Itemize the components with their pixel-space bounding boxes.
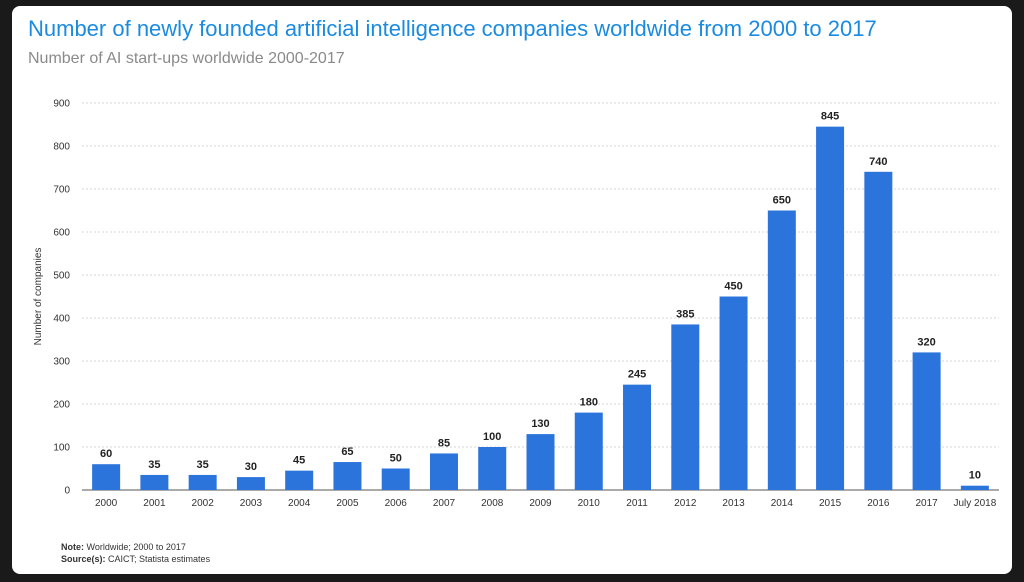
note-label: Note:	[61, 542, 84, 552]
bar	[574, 412, 603, 490]
data-label: 245	[628, 369, 646, 381]
data-label: 45	[293, 455, 305, 467]
bar	[864, 171, 893, 491]
data-label: 385	[676, 308, 694, 320]
x-tick-label: 2000	[95, 498, 118, 509]
bar	[912, 352, 941, 490]
source-label: Source(s):	[61, 554, 106, 564]
y-tick-label: 300	[53, 357, 70, 368]
data-label: 845	[821, 111, 839, 123]
chart-subtitle: Number of AI start-ups worldwide 2000-20…	[28, 50, 345, 67]
x-tick-label: 2002	[192, 498, 215, 509]
bar	[816, 126, 845, 491]
bar	[719, 296, 748, 490]
chart-card: Number of newly founded artificial intel…	[12, 6, 1012, 574]
x-tick-label: July 2018	[953, 498, 996, 509]
data-label: 30	[245, 461, 257, 473]
data-label: 450	[724, 281, 742, 293]
bar	[140, 474, 169, 490]
y-tick-label: 700	[53, 185, 70, 196]
x-tick-label: 2003	[240, 498, 263, 509]
bar-chart: 0 100 200 300 400 500 600 700 800 900 Number of co…	[33, 99, 999, 509]
x-tick-label: 2016	[867, 498, 890, 509]
x-tick-label: 2004	[288, 498, 311, 509]
chart-notes: Note: Worldwide; 2000 to 2017 Source(s):…	[61, 541, 210, 565]
y-tick-label: 500	[53, 271, 70, 282]
y-tick-label: 600	[53, 228, 70, 239]
source-text: CAICT; Statista estimates	[108, 554, 211, 564]
data-label: 100	[483, 431, 501, 443]
y-axis-label: Number of companies	[33, 248, 44, 346]
data-label: 320	[917, 336, 935, 348]
bar	[478, 447, 507, 490]
x-tick-label: 2012	[674, 498, 697, 509]
note-line: Note: Worldwide; 2000 to 2017	[61, 541, 210, 553]
data-label: 65	[341, 446, 353, 458]
bar	[236, 477, 265, 490]
x-tick-label: 2014	[771, 498, 794, 509]
x-tick-label: 2010	[578, 498, 601, 509]
y-tick-label: 100	[53, 443, 70, 454]
data-label: 35	[148, 459, 160, 471]
data-label: 85	[438, 437, 450, 449]
x-tick-label: 2001	[143, 498, 166, 509]
source-line: Source(s): CAICT; Statista estimates	[61, 553, 210, 565]
bar	[429, 453, 458, 490]
x-tick-label: 2008	[481, 498, 504, 509]
x-tick-label: 2005	[336, 498, 359, 509]
data-label: 130	[531, 418, 549, 430]
x-tick-label: 2006	[385, 498, 408, 509]
bar	[767, 210, 796, 490]
note-text: Worldwide; 2000 to 2017	[86, 542, 186, 552]
y-tick-label: 800	[53, 142, 70, 153]
bar	[381, 468, 410, 490]
data-label: 650	[773, 195, 791, 207]
data-label: 35	[197, 459, 209, 471]
bar	[623, 384, 652, 490]
y-tick-label: 200	[53, 400, 70, 411]
x-tick-label: 2011	[626, 498, 648, 509]
y-tick-label: 400	[53, 314, 70, 325]
bar	[92, 464, 121, 490]
bar	[188, 474, 217, 490]
data-label: 180	[580, 397, 598, 409]
x-tick-label: 2017	[915, 498, 938, 509]
y-tick-label: 900	[53, 99, 70, 110]
data-label: 10	[969, 470, 981, 482]
bar	[333, 462, 362, 490]
bar	[960, 485, 989, 490]
x-tick-label: 2013	[722, 498, 745, 509]
data-label: 60	[100, 448, 112, 460]
x-tick-label: 2015	[819, 498, 842, 509]
y-tick-label: 0	[64, 486, 70, 497]
x-tick-label: 2007	[433, 498, 456, 509]
data-label: 740	[869, 156, 887, 168]
data-label: 50	[390, 453, 402, 465]
x-tick-label: 2009	[529, 498, 552, 509]
bar	[671, 324, 700, 490]
chart-title: Number of newly founded artificial intel…	[28, 16, 877, 41]
bar	[526, 434, 555, 490]
bar	[285, 470, 314, 490]
